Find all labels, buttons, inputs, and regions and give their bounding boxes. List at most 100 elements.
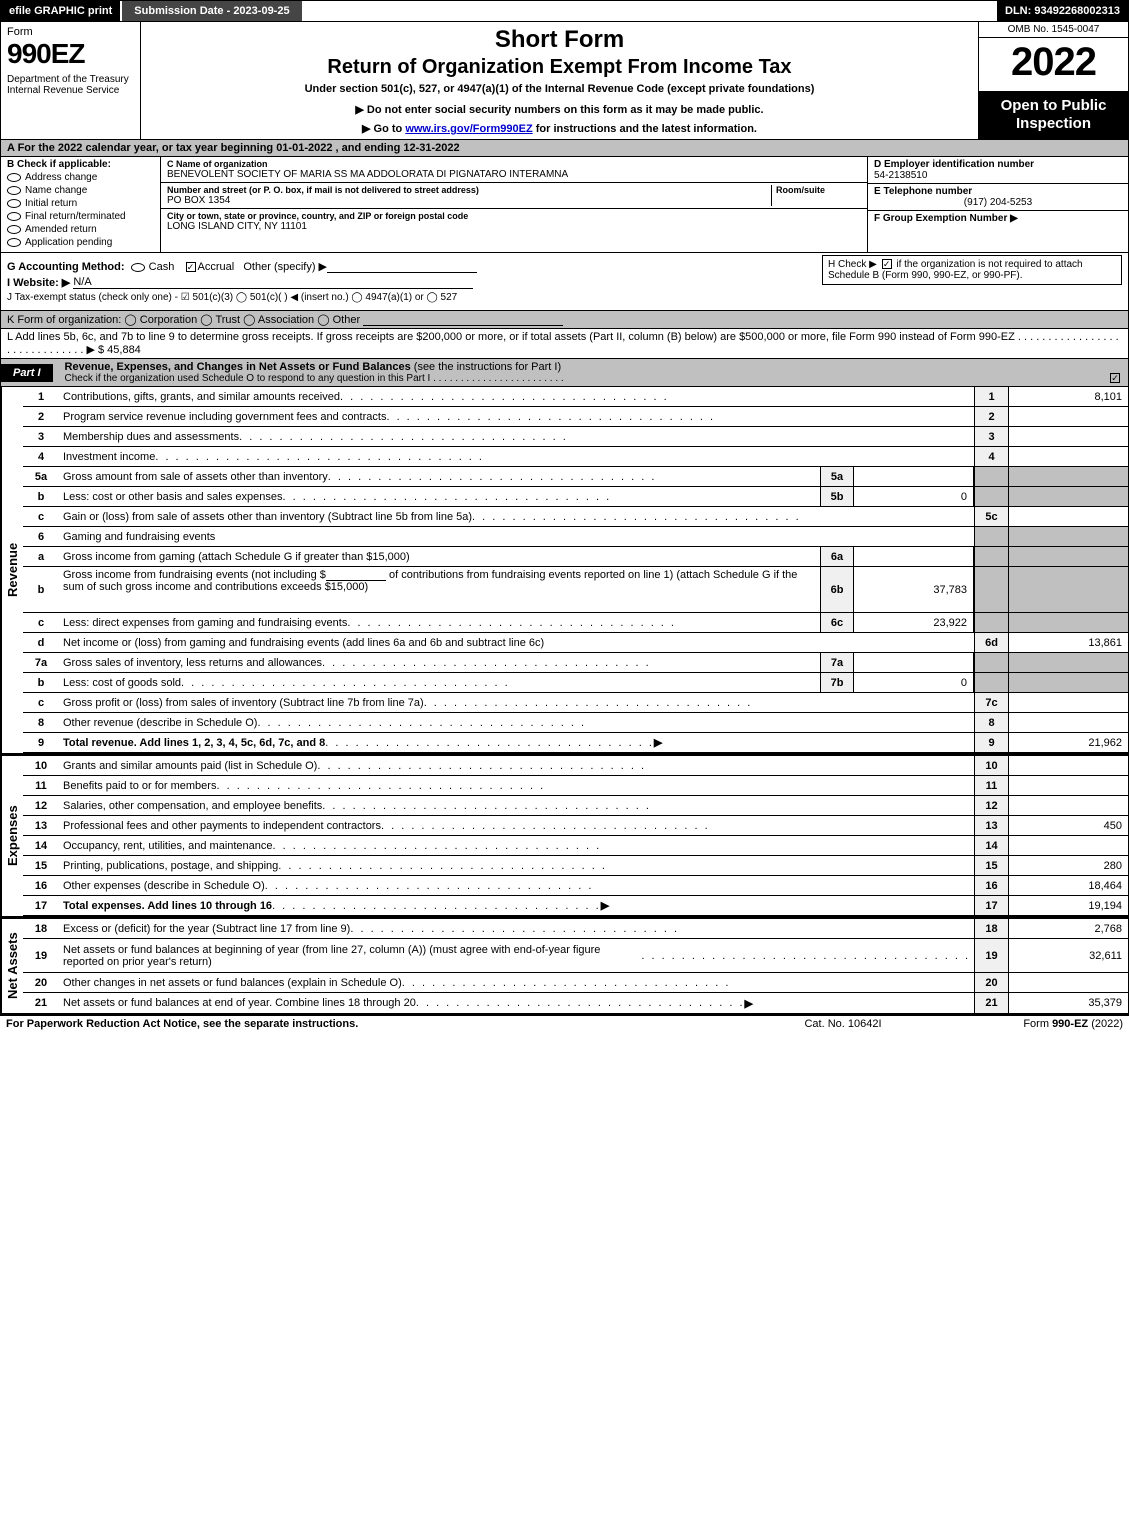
side-expenses: Expenses: [1, 756, 23, 916]
line-20: 20 Other changes in net assets or fund b…: [23, 973, 1128, 993]
header-left: Form 990EZ Department of the Treasury In…: [1, 22, 141, 139]
h-pre: H Check ▶: [828, 259, 880, 270]
line-2: 2 Program service revenue including gove…: [23, 407, 1128, 427]
e-phone-cell: E Telephone number (917) 204-5253: [868, 184, 1128, 211]
ln1-rval: 8,101: [1008, 387, 1128, 406]
part-i-schedule-o-check[interactable]: [1110, 373, 1120, 383]
h-checkbox[interactable]: [882, 259, 892, 269]
header-center: Short Form Return of Organization Exempt…: [141, 22, 978, 139]
c-room-label: Room/suite: [776, 185, 861, 195]
l-amount: 45,884: [107, 344, 141, 356]
chk-name-change[interactable]: Name change: [7, 185, 154, 196]
page-footer: For Paperwork Reduction Act Notice, see …: [0, 1014, 1129, 1032]
footer-center: Cat. No. 10642I: [743, 1018, 943, 1030]
g-other-line[interactable]: [327, 272, 477, 273]
chk-application-pending[interactable]: Application pending: [7, 237, 154, 248]
tax-year: 2022: [979, 38, 1128, 91]
irs-link[interactable]: www.irs.gov/Form990EZ: [405, 123, 532, 135]
g-label: G Accounting Method:: [7, 261, 125, 273]
line-13: 13 Professional fees and other payments …: [23, 816, 1128, 836]
line-7a: 7a Gross sales of inventory, less return…: [23, 653, 1128, 673]
part-i-header: Part I Revenue, Expenses, and Changes in…: [0, 359, 1129, 387]
efile-label[interactable]: efile GRAPHIC print: [1, 1, 120, 21]
chk-final-return[interactable]: Final return/terminated: [7, 211, 154, 222]
top-bar: efile GRAPHIC print Submission Date - 20…: [0, 0, 1129, 22]
d-label: D Employer identification number: [874, 159, 1122, 170]
subtitle: Under section 501(c), 527, or 4947(a)(1)…: [149, 83, 970, 95]
form-header: Form 990EZ Department of the Treasury In…: [0, 22, 1129, 140]
part-i-note: (see the instructions for Part I): [414, 361, 561, 373]
g-accrual: Accrual: [198, 261, 235, 273]
ln1-num: 1: [23, 387, 59, 406]
b-header: B Check if applicable:: [7, 159, 154, 170]
chk-amended-return[interactable]: Amended return: [7, 224, 154, 235]
line-9: 9 Total revenue. Add lines 1, 2, 3, 4, 5…: [23, 733, 1128, 753]
k-other-line[interactable]: [363, 325, 563, 326]
k-text: K Form of organization: ◯ Corporation ◯ …: [7, 314, 360, 326]
section-ghij: H Check ▶ if the organization is not req…: [0, 253, 1129, 311]
l-text: L Add lines 5b, 6c, and 7b to line 9 to …: [7, 331, 1119, 356]
line-5b: b Less: cost or other basis and sales ex…: [23, 487, 1128, 507]
section-bcdef: B Check if applicable: Address change Na…: [0, 157, 1129, 253]
f-label: F Group Exemption Number ▶: [874, 213, 1018, 224]
c-street-label: Number and street (or P. O. box, if mail…: [167, 185, 771, 195]
line-15: 15 Printing, publications, postage, and …: [23, 856, 1128, 876]
e-phone: (917) 204-5253: [874, 197, 1122, 208]
i-value: N/A: [73, 276, 473, 289]
header-right: OMB No. 1545-0047 2022 Open to Public In…: [978, 22, 1128, 139]
chk-address-change[interactable]: Address change: [7, 172, 154, 183]
bullet-1: ▶ Do not enter social security numbers o…: [149, 103, 970, 116]
c-name-label: C Name of organization: [167, 159, 861, 169]
line-7c: c Gross profit or (loss) from sales of i…: [23, 693, 1128, 713]
line-8: 8 Other revenue (describe in Schedule O)…: [23, 713, 1128, 733]
g-cash-oval[interactable]: [131, 263, 145, 272]
line-21: 21 Net assets or fund balances at end of…: [23, 993, 1128, 1013]
open-public-badge: Open to Public Inspection: [979, 91, 1128, 139]
part-i-title: Revenue, Expenses, and Changes in Net As…: [61, 359, 1128, 386]
title-return: Return of Organization Exempt From Incom…: [149, 56, 970, 79]
line-10: 10 Grants and similar amounts paid (list…: [23, 756, 1128, 776]
bullet-2-post: for instructions and the latest informat…: [533, 123, 757, 135]
line-6d: d Net income or (loss) from gaming and f…: [23, 633, 1128, 653]
line-14: 14 Occupancy, rent, utilities, and maint…: [23, 836, 1128, 856]
col-b-checkboxes: B Check if applicable: Address change Na…: [1, 157, 161, 252]
ln1-desc: Contributions, gifts, grants, and simila…: [59, 387, 974, 406]
bullet-2: ▶ Go to www.irs.gov/Form990EZ for instru…: [149, 122, 970, 135]
line-5c: c Gain or (loss) from sale of assets oth…: [23, 507, 1128, 527]
netassets-lines: 18 Excess or (deficit) for the year (Sub…: [23, 919, 1128, 1013]
line-17: 17 Total expenses. Add lines 10 through …: [23, 896, 1128, 916]
expenses-table: Expenses 10 Grants and similar amounts p…: [0, 753, 1129, 916]
title-short-form: Short Form: [149, 26, 970, 54]
line-6a: a Gross income from gaming (attach Sched…: [23, 547, 1128, 567]
row-k-org-form: K Form of organization: ◯ Corporation ◯ …: [0, 311, 1129, 329]
g-cash: Cash: [149, 261, 175, 273]
line-7b: b Less: cost of goods sold 7b 0: [23, 673, 1128, 693]
g-accrual-check[interactable]: [186, 262, 196, 272]
j-tax-exempt: J Tax-exempt status (check only one) - ☑…: [7, 292, 1122, 303]
line-3: 3 Membership dues and assessments 3: [23, 427, 1128, 447]
side-revenue: Revenue: [1, 387, 23, 753]
h-checkbox-note: H Check ▶ if the organization is not req…: [822, 255, 1122, 285]
c-street-cell: Number and street (or P. O. box, if mail…: [161, 183, 867, 209]
footer-left: For Paperwork Reduction Act Notice, see …: [6, 1018, 743, 1030]
g-other: Other (specify) ▶: [243, 261, 327, 273]
i-label: I Website: ▶: [7, 277, 70, 289]
line-5a: 5a Gross amount from sale of assets othe…: [23, 467, 1128, 487]
bullet-2-pre: ▶ Go to: [362, 123, 405, 135]
c-name-cell: C Name of organization BENEVOLENT SOCIET…: [161, 157, 867, 183]
d-ein-cell: D Employer identification number 54-2138…: [868, 157, 1128, 184]
line-18: 18 Excess or (deficit) for the year (Sub…: [23, 919, 1128, 939]
line-11: 11 Benefits paid to or for members 11: [23, 776, 1128, 796]
dln-label: DLN: 93492268002313: [997, 1, 1128, 21]
expenses-lines: 10 Grants and similar amounts paid (list…: [23, 756, 1128, 916]
part-i-title-text: Revenue, Expenses, and Changes in Net As…: [65, 361, 411, 373]
c-city-label: City or town, state or province, country…: [167, 211, 861, 221]
chk-initial-return[interactable]: Initial return: [7, 198, 154, 209]
org-street: PO BOX 1354: [167, 195, 771, 206]
line-6b: b Gross income from fundraising events (…: [23, 567, 1128, 613]
f-group-cell: F Group Exemption Number ▶: [868, 211, 1128, 226]
line-6: 6 Gaming and fundraising events: [23, 527, 1128, 547]
submission-date: Submission Date - 2023-09-25: [120, 1, 303, 21]
line-19: 19 Net assets or fund balances at beginn…: [23, 939, 1128, 973]
col-c-org-info: C Name of organization BENEVOLENT SOCIET…: [161, 157, 868, 252]
